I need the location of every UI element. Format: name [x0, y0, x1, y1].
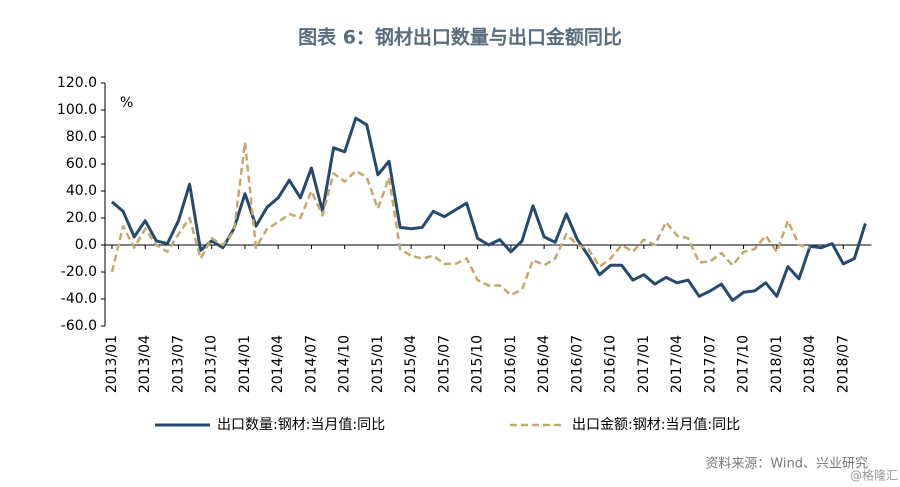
- series-line: [111, 116, 867, 302]
- source: 资料来源：Wind、兴业研究: [705, 457, 868, 472]
- y-tick-label: 0.0: [75, 237, 97, 253]
- legend-label: 出口数量:钢材:当月值:同比: [217, 417, 385, 433]
- x-tick-label: 2018/04: [802, 335, 818, 393]
- x-tick-label: 2018/07: [835, 335, 851, 393]
- x-tick-label: 2015/07: [436, 335, 452, 393]
- x-tick-label: 2018/01: [769, 335, 785, 393]
- x-tick-label: 2014/07: [303, 335, 319, 393]
- unit-label: %: [120, 95, 133, 111]
- x-tick-label: 2017/04: [669, 335, 685, 393]
- x-tick-label: 2015/10: [470, 335, 486, 393]
- y-tick-label: -20.0: [61, 264, 97, 280]
- chart-title: 图表 6：钢材出口数量与出口金额同比: [298, 26, 622, 49]
- y-tick-label: -40.0: [61, 291, 97, 307]
- x-tick-label: 2016/01: [503, 335, 519, 393]
- x-tick-label: 2017/07: [702, 335, 718, 393]
- y-tick-label: 20.0: [66, 210, 97, 226]
- x-tick-label: 2016/10: [603, 335, 619, 393]
- x-tick-label: 2015/01: [370, 335, 386, 393]
- x-tick-label: 2016/07: [569, 335, 585, 393]
- legend-label: 出口金额:钢材:当月值:同比: [572, 417, 740, 433]
- x-tick-label: 2015/04: [403, 335, 419, 393]
- x-tick-label: 2013/01: [104, 335, 120, 393]
- x-tick-label: 2014/10: [337, 335, 353, 393]
- series-line: [110, 141, 811, 297]
- x-tick-label: 2013/10: [204, 335, 220, 393]
- x-tick-label: 2017/10: [736, 335, 752, 393]
- y-tick-label: 60.0: [66, 156, 97, 172]
- y-tick-label: 100.0: [57, 102, 97, 118]
- x-tick-label: 2013/07: [170, 335, 186, 393]
- x-tick-label: 2014/01: [237, 335, 253, 393]
- y-tick-label: 40.0: [66, 183, 97, 199]
- watermark: @格隆汇: [850, 468, 898, 483]
- x-tick-label: 2016/04: [536, 335, 552, 393]
- x-tick-label: 2014/04: [270, 335, 286, 393]
- y-tick-label: 120.0: [57, 75, 97, 91]
- y-tick-label: 80.0: [66, 129, 97, 145]
- x-tick-label: 2013/04: [137, 335, 153, 393]
- y-tick-label: -60.0: [61, 318, 97, 334]
- x-tick-label: 2017/01: [636, 335, 652, 393]
